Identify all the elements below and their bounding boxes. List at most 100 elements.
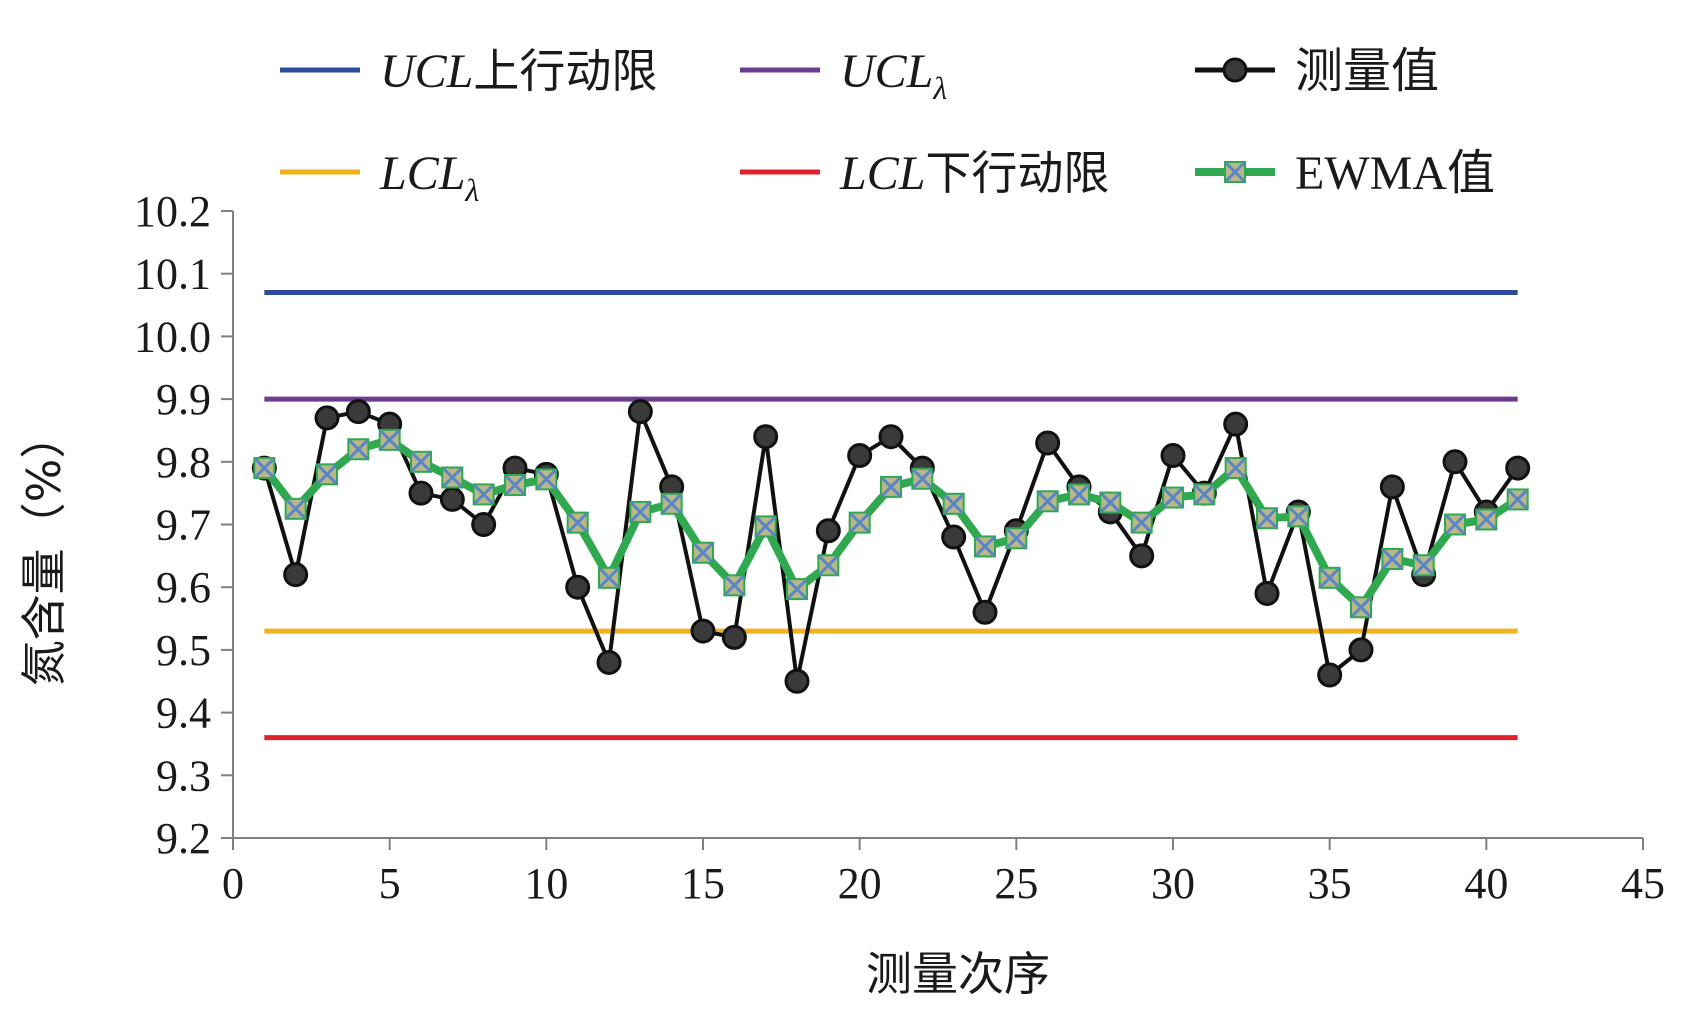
marker-cross [1068, 484, 1090, 505]
y-tick-label: 9.9 [156, 375, 211, 424]
data-point [1005, 527, 1028, 550]
data-point [911, 467, 934, 490]
marker-cross [1507, 489, 1528, 510]
legend-label: LCLλ [379, 147, 479, 208]
y-axis-title: 氮含量（%） [17, 413, 71, 687]
x-tick-label: 40 [1464, 859, 1508, 908]
marker-cross [1350, 597, 1372, 618]
data-point [410, 450, 432, 473]
data-point [878, 424, 904, 450]
data-point [692, 541, 714, 564]
marker-cross [1413, 555, 1434, 576]
data-point [1318, 566, 1341, 589]
data-point [314, 405, 340, 431]
marker-cross [1006, 528, 1027, 549]
y-tick-label: 9.6 [156, 563, 211, 612]
data-point [1442, 449, 1468, 475]
data-point [629, 500, 652, 523]
data-point [345, 399, 371, 425]
data-point [753, 424, 779, 450]
data-point [472, 483, 495, 506]
data-point [504, 473, 526, 496]
marker-cross [1131, 512, 1152, 533]
marker-cross [410, 451, 432, 472]
data-point [1287, 505, 1310, 528]
data-point [627, 399, 653, 425]
data-point [690, 618, 716, 644]
data-point [1506, 488, 1529, 511]
data-point [441, 466, 464, 489]
data-point [817, 554, 840, 577]
marker-cross [1225, 458, 1246, 479]
data-point [1475, 508, 1498, 531]
legend-label: UCLλ [840, 45, 947, 106]
marker-cross [630, 501, 651, 523]
data-point [941, 524, 967, 550]
data-point [1379, 474, 1405, 500]
data-point [565, 574, 591, 600]
y-tick-label: 9.3 [156, 751, 211, 800]
legend: UCL上行动限 UCLλ 测量值 LCLλ LCL下行动限 EWMA值 [280, 44, 1495, 208]
legend-item: EWMA值 [1195, 147, 1495, 200]
legend-item: UCLλ [740, 45, 947, 106]
data-point [408, 480, 434, 506]
data-point [1130, 511, 1153, 534]
data-point [1348, 637, 1374, 663]
series-line [262, 409, 1520, 684]
data-point [1256, 507, 1278, 530]
data-point [847, 443, 873, 469]
marker-cross [567, 512, 588, 533]
y-tick-label: 10.1 [134, 250, 211, 299]
marker-cross [285, 498, 306, 519]
data-point [253, 457, 276, 480]
data-point [283, 562, 309, 588]
legend-marker-cross [1224, 161, 1246, 183]
marker-cross [1382, 548, 1403, 570]
axes-group: 9.2 9.3 9.4 9.5 9.6 9.7 9.8 9.9 10.0 10.1 10.2 0 5 10… [134, 187, 1665, 908]
marker-cross [912, 468, 933, 489]
x-tick-label: 20 [838, 859, 882, 908]
data-point [1254, 580, 1280, 606]
data-point [471, 512, 497, 537]
x-tick-label: 30 [1151, 859, 1195, 908]
marker-cross [849, 512, 870, 533]
legend-item: LCL下行动限 [740, 146, 1109, 200]
data-point [848, 511, 871, 534]
data-point [1036, 490, 1059, 513]
legend-item: LCLλ [280, 147, 479, 208]
data-point [284, 497, 307, 520]
data-point [721, 624, 747, 650]
marker-cross [818, 555, 839, 576]
x-tick-label: 45 [1621, 859, 1665, 908]
marker-cross [724, 575, 745, 596]
data-point [598, 566, 620, 589]
marker-cross [536, 469, 557, 490]
data-point [660, 492, 683, 515]
marker-cross [316, 464, 338, 485]
marker-cross [1194, 484, 1215, 505]
data-point [347, 438, 370, 461]
x-tick-label: 10 [524, 859, 568, 908]
marker-cross [786, 579, 808, 600]
data-point [1412, 554, 1435, 577]
data-point [1193, 483, 1216, 506]
marker-cross [254, 458, 275, 479]
marker-cross [1037, 491, 1058, 512]
data-point [1381, 547, 1404, 570]
data-point [1444, 513, 1466, 536]
x-tick-label: 5 [379, 859, 401, 908]
marker-cross [1162, 487, 1184, 508]
data-point [1162, 486, 1184, 509]
y-tick-label: 9.2 [156, 814, 211, 863]
x-tick-label: 35 [1308, 859, 1352, 908]
data-point [316, 463, 338, 486]
x-tick-label: 0 [222, 859, 244, 908]
marker-cross [880, 476, 902, 497]
data-point [942, 492, 965, 515]
marker-cross [504, 474, 526, 496]
data-point [566, 511, 589, 534]
marker-cross [473, 484, 494, 505]
data-point [972, 599, 998, 625]
